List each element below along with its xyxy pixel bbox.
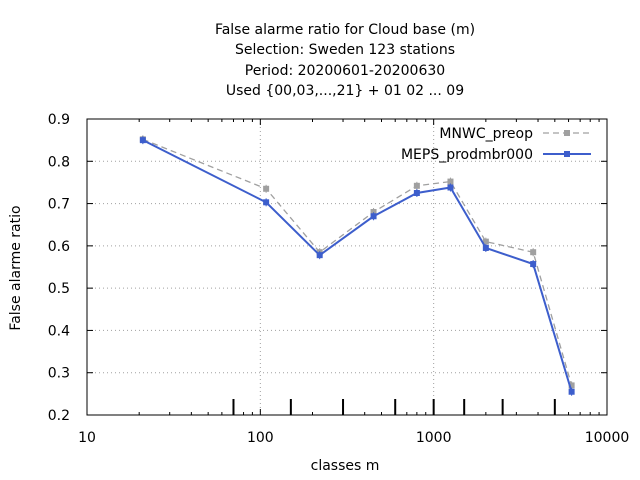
title-line-1: Selection: Sweden 123 stations (235, 42, 455, 58)
series-0 (139, 135, 575, 390)
x-tick-label-0: 10 (78, 430, 96, 446)
class-marks (232, 399, 556, 415)
legend: MNWC_preop MEPS_prodmbr000 (401, 126, 591, 163)
axes (86, 118, 608, 416)
y-tick-label-0: 0.2 (48, 408, 70, 424)
legend-item-1: MEPS_prodmbr000 (401, 147, 591, 163)
y-tick-label-1: 0.3 (48, 366, 70, 382)
legend-marker-0 (564, 130, 570, 136)
x-axis-label: classes m (311, 458, 380, 474)
y-tick-label-4: 0.6 (48, 239, 70, 255)
y-tick-label-3: 0.5 (48, 281, 70, 297)
plot-frame (86, 118, 608, 416)
series-line-1 (142, 139, 573, 393)
y-tick-label-2: 0.4 (48, 323, 70, 339)
legend-label-0: MNWC_preop (439, 126, 533, 142)
chart-title: False alarme ratio for Cloud base (m) Sel… (215, 22, 475, 99)
grid-lines (87, 119, 607, 415)
series-1 (139, 136, 575, 396)
tick-labels: 10 100 1000 10000 0.2 0.3 0.4 0.5 0.6 0.7 0.8 0.9 (48, 112, 630, 446)
legend-marker-1 (564, 151, 570, 157)
y-tick-label-5: 0.7 (48, 197, 70, 213)
x-tick-label-2: 1000 (416, 430, 452, 446)
y-axis-label: False alarme ratio (8, 205, 24, 330)
series-line-0 (142, 138, 573, 386)
title-line-2: Period: 20200601-20200630 (245, 63, 445, 79)
series-group (139, 135, 575, 396)
legend-label-1: MEPS_prodmbr000 (401, 147, 533, 163)
x-tick-label-1: 100 (247, 430, 274, 446)
x-tick-label-3: 10000 (585, 430, 630, 446)
title-line-3: Used {00,03,...,21} + 01 02 ... 09 (226, 83, 464, 99)
legend-item-0: MNWC_preop (439, 126, 591, 142)
y-tick-label-6: 0.8 (48, 154, 70, 170)
y-tick-label-7: 0.9 (48, 112, 70, 128)
title-line-0: False alarme ratio for Cloud base (m) (215, 22, 475, 38)
